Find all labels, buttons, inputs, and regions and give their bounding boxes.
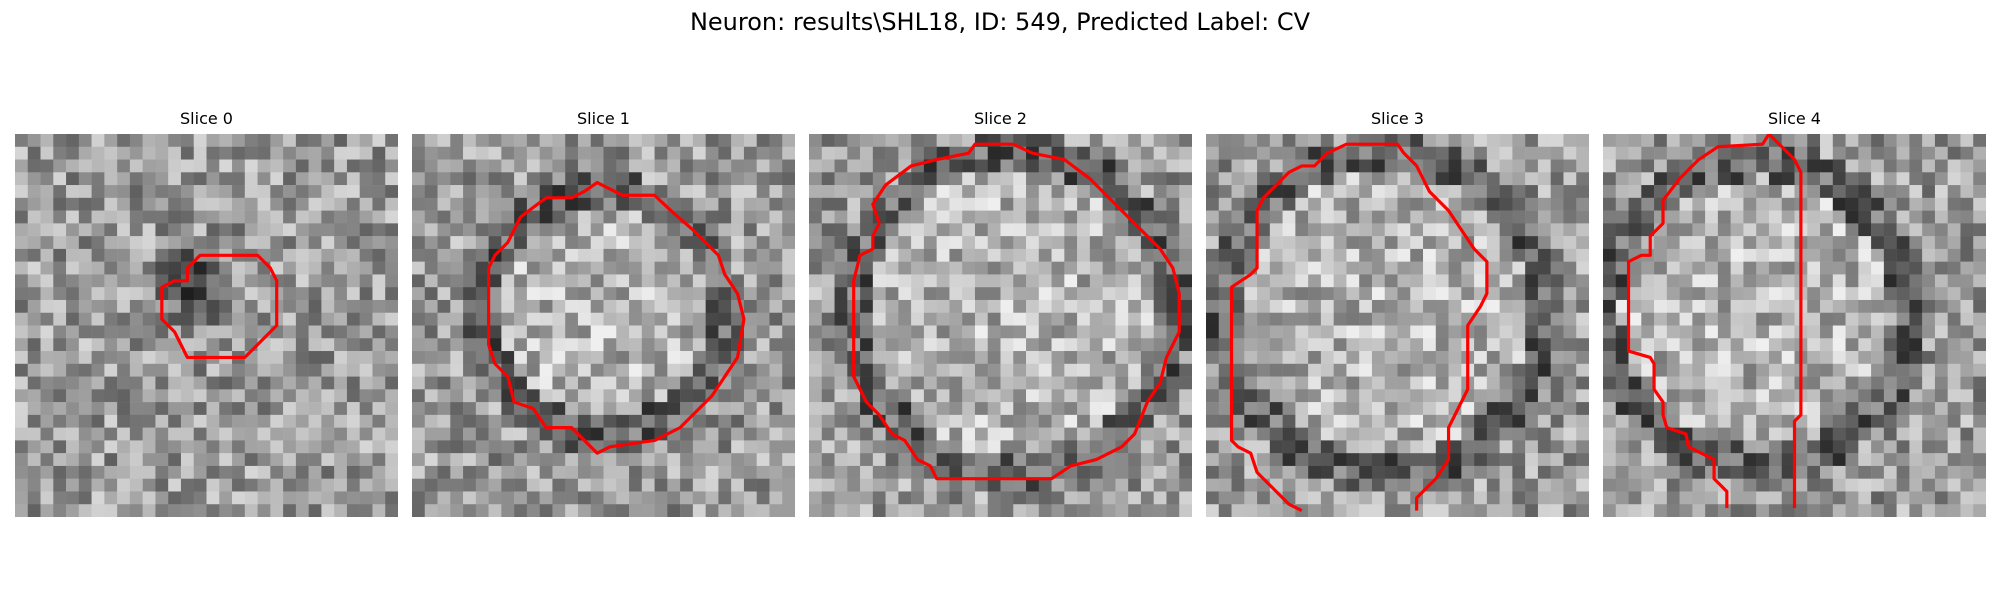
figure-title: Neuron: results\SHL18, ID: 549, Predicte… (689, 8, 1311, 36)
slice-panel-2: Slice 2 (809, 108, 1192, 517)
slice-image-4 (1603, 134, 1986, 517)
segmentation-contour (852, 142, 1181, 481)
slice-title-2: Slice 2 (974, 109, 1027, 128)
slice-title-3: Slice 3 (1371, 109, 1424, 128)
slice-image-0 (15, 134, 398, 517)
segmentation-contour (487, 180, 746, 455)
slice-panel-1: Slice 1 (412, 108, 795, 517)
slice-title-1: Slice 1 (577, 109, 630, 128)
slice-panel-3: Slice 3 (1206, 108, 1589, 517)
slice-image-3 (1206, 134, 1589, 517)
slice-title-4: Slice 4 (1768, 109, 1821, 128)
segmentation-contour (1626, 134, 1803, 509)
segmentation-contour (160, 253, 279, 360)
slice-panel-0: Slice 0 (15, 108, 398, 517)
slice-panel-4: Slice 4 (1603, 108, 1986, 517)
slice-image-1 (412, 134, 795, 517)
slice-image-2 (809, 134, 1192, 517)
slice-title-0: Slice 0 (180, 109, 233, 128)
segmentation-contour (1229, 142, 1489, 513)
